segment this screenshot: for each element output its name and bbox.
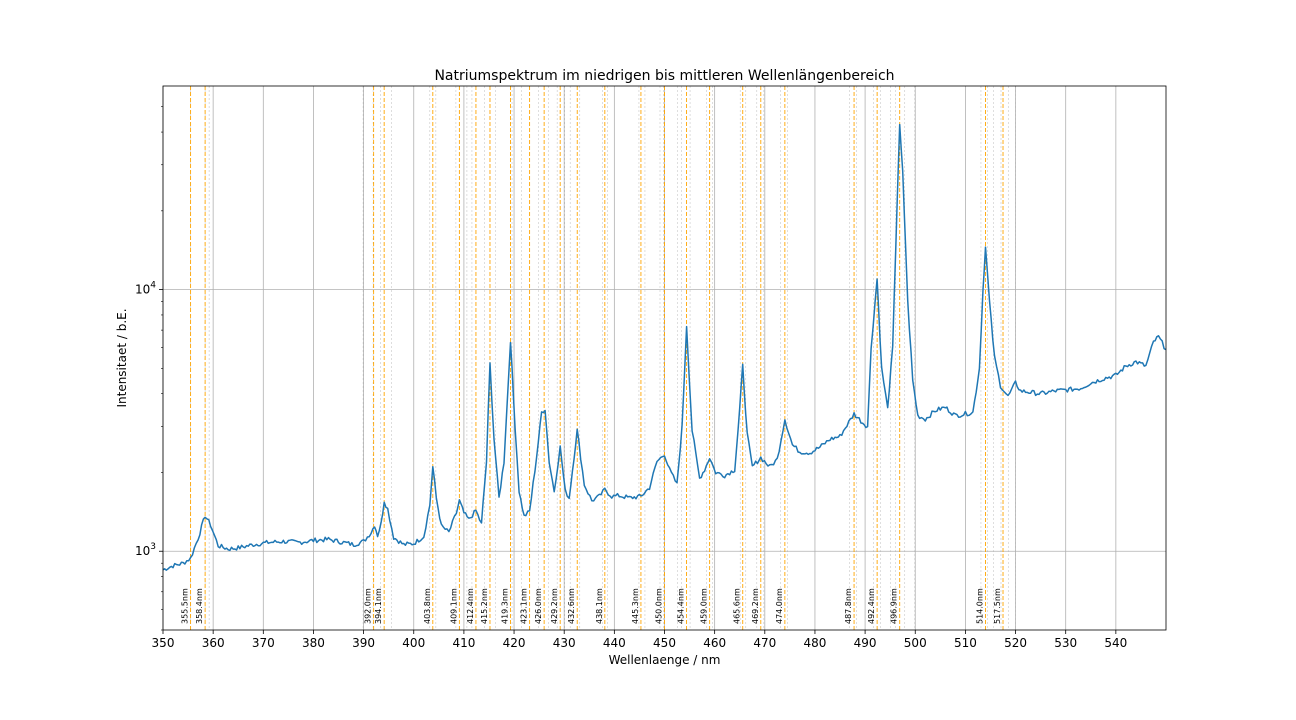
x-tick-label: 400 (402, 636, 425, 650)
x-tick-label: 540 (1104, 636, 1127, 650)
marker-label: 403.8nm (423, 588, 432, 624)
x-tick-label: 360 (202, 636, 225, 650)
marker-label: 409.1nm (449, 588, 458, 624)
x-tick-label: 530 (1054, 636, 1077, 650)
marker-label: 469.2nm (751, 588, 760, 624)
y-axis-ticks: 103 104 (135, 106, 163, 631)
x-tick-label: 420 (503, 636, 526, 650)
x-tick-label: 450 (653, 636, 676, 650)
marker-label: 514.0nm (975, 588, 984, 624)
marker-label: 429.2nm (550, 588, 559, 624)
marker-labels: 355.5nm 358.4nm 392.0nm 394.1nm 403.8nm 409.1… (181, 588, 1002, 624)
marker-label: 358.4nm (195, 588, 204, 624)
marker-label: 454.4nm (677, 588, 686, 624)
x-tick-label: 350 (152, 636, 175, 650)
marker-label: 419.3nm (501, 588, 510, 624)
marker-label: 426.0nm (534, 588, 543, 624)
marker-label: 412.4nm (466, 588, 475, 624)
x-tick-label: 520 (1004, 636, 1027, 650)
series-line (162, 123, 1167, 571)
x-tick-label: 470 (753, 636, 776, 650)
marker-label: 432.6nm (567, 588, 576, 624)
y-axis-label: Intensitaet / b.E. (115, 308, 129, 407)
x-axis-ticks: 350 360 370 380 390 400 410 420 430 440 450 460 470 4… (152, 630, 1127, 650)
x-tick-label: 370 (252, 636, 275, 650)
x-axis-label: Wellenlaenge / nm (609, 653, 721, 667)
x-tick-label: 480 (803, 636, 826, 650)
marker-label: 355.5nm (181, 588, 190, 624)
marker-label: 415.2nm (480, 588, 489, 624)
grid-lines (162, 86, 1166, 630)
marker-label: 450.0nm (655, 588, 664, 624)
chart-title: Natriumspektrum im niedrigen bis mittler… (434, 68, 894, 84)
x-tick-label: 380 (302, 636, 325, 650)
y-tick-label: 103 (135, 542, 156, 558)
marker-label: 459.0nm (700, 588, 709, 624)
marker-label: 474.0nm (775, 588, 784, 624)
x-tick-label: 460 (703, 636, 726, 650)
reference-lines (190, 86, 1016, 630)
marker-label: 392.0nm (364, 588, 373, 624)
marker-label: 517.5nm (993, 588, 1002, 624)
marker-label: 394.1nm (374, 588, 383, 624)
x-tick-label: 410 (452, 636, 475, 650)
x-tick-label: 440 (603, 636, 626, 650)
marker-label: 445.3nm (631, 588, 640, 624)
marker-label: 438.1nm (595, 588, 604, 624)
x-tick-label: 430 (553, 636, 576, 650)
x-tick-label: 500 (904, 636, 927, 650)
marker-label: 487.8nm (844, 588, 853, 624)
y-tick-label: 104 (135, 281, 156, 297)
marker-label: 496.9nm (890, 588, 899, 624)
x-tick-label: 510 (954, 636, 977, 650)
x-tick-label: 490 (854, 636, 877, 650)
marker-label: 492.4nm (867, 588, 876, 624)
x-tick-label: 390 (352, 636, 375, 650)
series-layer (162, 123, 1167, 571)
marker-lines (190, 86, 1004, 630)
marker-label: 465.6nm (733, 588, 742, 624)
marker-label: 423.1nm (520, 588, 529, 624)
